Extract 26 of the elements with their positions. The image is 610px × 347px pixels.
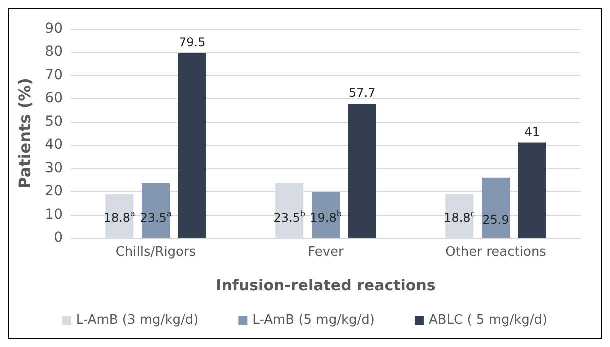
- data-label: 79.5: [179, 35, 206, 50]
- data-label: 25.9: [482, 213, 510, 227]
- y-tick-label: 0: [54, 230, 63, 246]
- bar: [482, 178, 510, 238]
- y-tick-label: 70: [45, 67, 63, 84]
- y-tick-label: 50: [45, 114, 63, 130]
- data-label: 57.7: [349, 86, 376, 100]
- bar: [348, 104, 376, 238]
- legend-label: L-AmB (5 mg/kg/d): [252, 313, 375, 328]
- x-tick-label: Other reactions: [446, 245, 547, 260]
- y-axis-title: Patients (%): [16, 78, 34, 189]
- legend-label: L-AmB (3 mg/kg/d): [76, 313, 199, 328]
- x-tick-label: Fever: [308, 245, 345, 260]
- bar: [178, 53, 206, 238]
- legend-label: ABLC ( 5 mg/kg/d): [428, 313, 548, 328]
- data-label: 41: [524, 124, 540, 139]
- x-axis-title: Infusion-related reactions: [216, 276, 436, 294]
- bar: [518, 142, 546, 238]
- y-tick-label: 20: [45, 184, 63, 200]
- y-tick-label: 60: [45, 90, 63, 107]
- x-tick-label: Chills/Rigors: [116, 245, 196, 260]
- y-tick-label: 90: [45, 21, 63, 37]
- y-tick-label: 10: [45, 206, 63, 223]
- y-tick-label: 30: [45, 160, 63, 176]
- y-tick-label: 80: [45, 44, 63, 60]
- y-tick-label: 40: [45, 137, 63, 154]
